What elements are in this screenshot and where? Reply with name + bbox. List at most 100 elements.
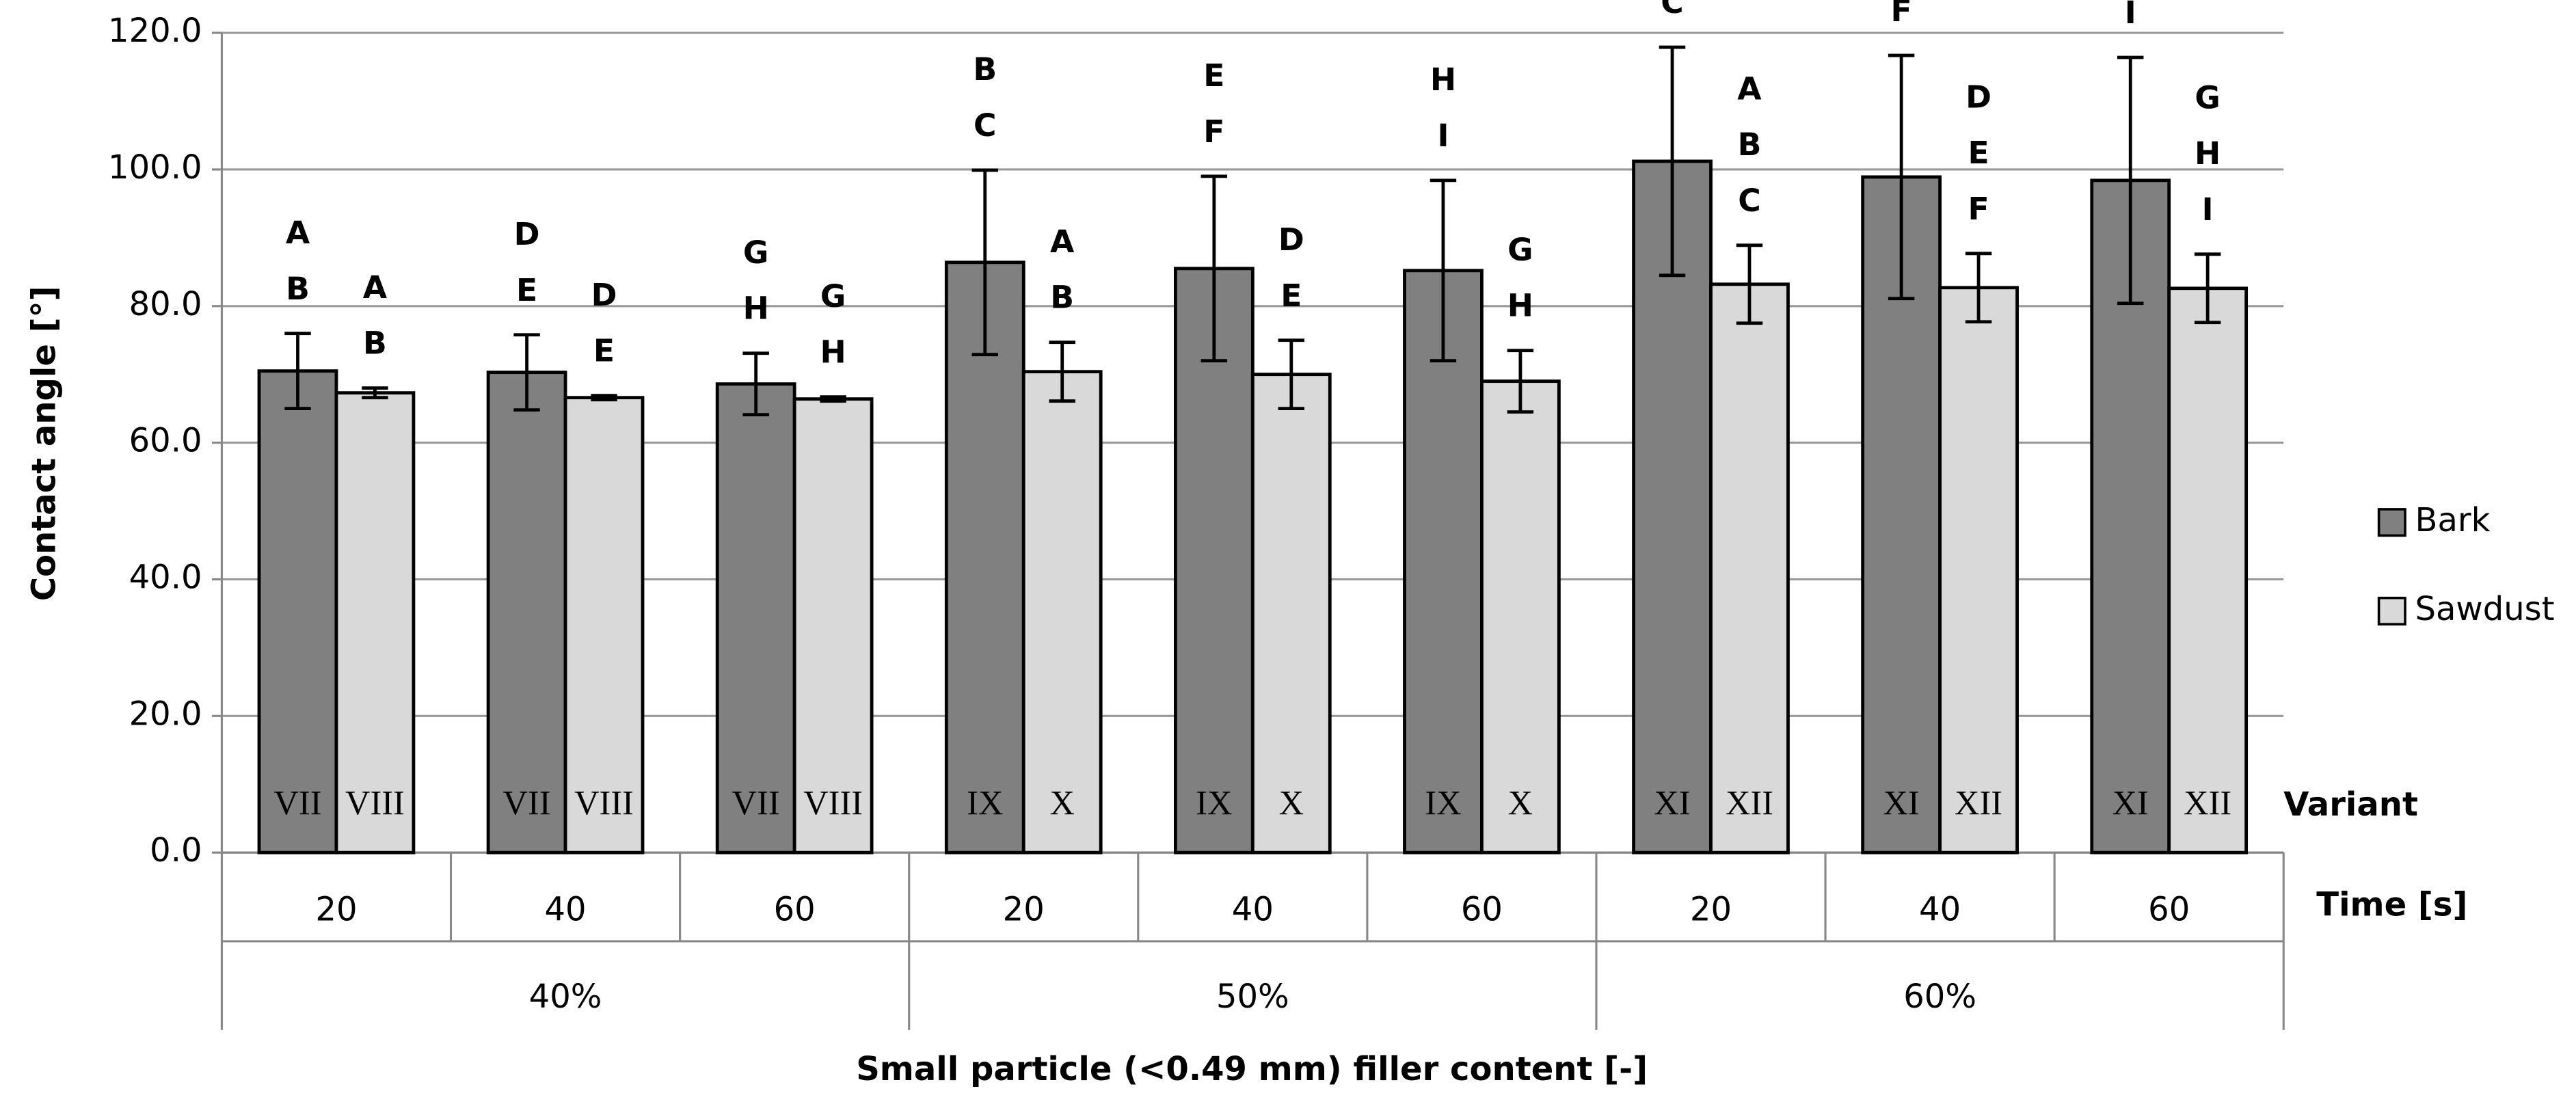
error-bar — [1278, 338, 1305, 411]
error-bar — [1049, 340, 1075, 403]
variant-label: XII — [2184, 783, 2231, 822]
significance-letter: E — [516, 272, 537, 308]
variant-label: XII — [1955, 783, 2002, 822]
legend-label: Bark — [2415, 501, 2490, 539]
significance-letter: B — [363, 325, 387, 362]
bar — [334, 391, 416, 854]
error-bar — [1200, 174, 1228, 363]
bar — [1480, 379, 1561, 854]
y-tick-label: 40.0 — [129, 558, 202, 596]
error-bar — [591, 394, 617, 402]
significance-letter: E — [1280, 278, 1302, 314]
bar — [1403, 269, 1484, 854]
bar — [257, 369, 338, 854]
significance-letter: A — [1050, 224, 1075, 260]
x-tick-label: 20 — [315, 891, 357, 929]
error-bar — [1507, 349, 1534, 414]
error-bar — [284, 332, 311, 411]
variant-label: IX — [1196, 783, 1232, 822]
bar — [1173, 267, 1255, 854]
significance-letter: H — [1430, 62, 1456, 98]
error-bar — [362, 386, 388, 400]
significance-letter: G — [2195, 79, 2220, 116]
significance-letter: H — [743, 291, 769, 327]
variant-label: VII — [732, 783, 780, 822]
significance-letter: G — [820, 278, 846, 314]
y-tick-label: 80.0 — [129, 285, 202, 323]
significance-letter: G — [743, 234, 768, 271]
significance-letter: H — [820, 334, 846, 371]
significance-letter: G — [1507, 232, 1533, 268]
significance-letter: D — [1278, 221, 1304, 258]
variant-title: Variant — [2283, 785, 2418, 824]
significance-letter: H — [2195, 135, 2221, 172]
legend-label: Sawdust — [2415, 590, 2554, 628]
x-tick-label: 60 — [774, 891, 816, 929]
variant-label: VIII — [345, 783, 405, 822]
error-bar — [742, 351, 769, 417]
significance-letter: E — [593, 333, 615, 369]
significance-letter: I — [2125, 0, 2136, 31]
significance-letter: B — [1050, 280, 1074, 316]
significance-letter: I — [2202, 191, 2214, 228]
variant-label: VIII — [803, 783, 863, 822]
variant-label: XI — [2112, 783, 2149, 822]
significance-letter: F — [1203, 113, 1224, 150]
significance-letter: A — [363, 269, 388, 306]
significance-letter: F — [1891, 0, 1912, 29]
y-tick-label: 0.0 — [150, 831, 202, 870]
significance-letter: B — [973, 51, 997, 87]
variant-label: X — [1508, 783, 1533, 822]
error-bar — [1736, 243, 1763, 325]
significance-letter: B — [286, 271, 310, 307]
bar — [1250, 373, 1332, 854]
significance-letter: A — [1737, 70, 1762, 107]
bar — [944, 260, 1025, 854]
error-bar — [820, 395, 846, 403]
x-tick-label: 40 — [544, 891, 586, 929]
x-tick-label: 40 — [1919, 891, 1961, 929]
error-bar — [2194, 252, 2221, 325]
x-tick-label: 40 — [1232, 891, 1274, 929]
significance-letter: F — [1968, 191, 1989, 227]
x-tick-label: 60 — [2148, 891, 2190, 929]
significance-letter: D — [591, 277, 617, 313]
x-tick-label: 20 — [1003, 891, 1045, 929]
group-label: 60% — [1903, 978, 1976, 1016]
significance-letter: D — [514, 216, 540, 252]
y-tick-label: 20.0 — [129, 695, 202, 733]
error-bar — [1430, 178, 1457, 363]
bar — [2167, 286, 2249, 854]
significance-letter: E — [1203, 57, 1224, 94]
bar — [486, 371, 567, 854]
variant-label: IX — [1425, 783, 1461, 822]
bar — [1709, 282, 1790, 854]
bar — [563, 396, 645, 854]
variant-label: IX — [967, 783, 1003, 822]
bar — [792, 397, 874, 854]
significance-letter: A — [286, 215, 310, 251]
significance-letter: C — [1661, 0, 1684, 21]
legend-swatch — [2377, 596, 2406, 625]
group-label: 40% — [529, 978, 602, 1016]
significance-letter: H — [1507, 288, 1533, 324]
bar — [715, 382, 796, 854]
x-tick-label: 20 — [1690, 891, 1732, 929]
significance-letter: C — [1738, 183, 1761, 219]
variant-label: XII — [1726, 783, 1773, 822]
error-bar — [1659, 45, 1686, 278]
bar — [1938, 286, 2019, 854]
variant-label: XI — [1883, 783, 1920, 822]
bar — [1021, 370, 1103, 854]
significance-letter: E — [1968, 135, 1989, 171]
x-tick-label: 60 — [1461, 891, 1503, 929]
variant-label: VII — [273, 783, 321, 822]
significance-letter: B — [1738, 126, 1762, 163]
variant-label: VII — [503, 783, 551, 822]
error-bar — [2117, 55, 2144, 306]
variant-label: XI — [1654, 783, 1690, 822]
variant-label: VIII — [574, 783, 634, 822]
x-title: Small particle (<0.49 mm) filler content… — [856, 1050, 1648, 1088]
y-tick-label: 100.0 — [108, 148, 202, 187]
